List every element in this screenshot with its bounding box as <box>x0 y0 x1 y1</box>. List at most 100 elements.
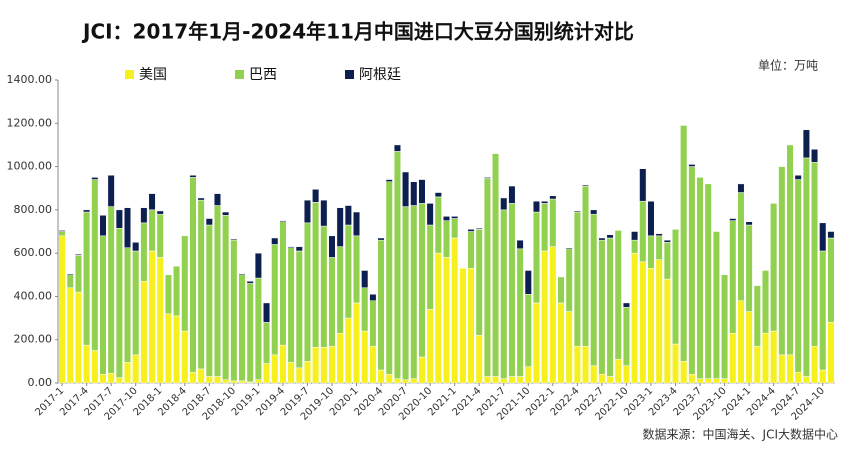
bar-segment <box>320 199 328 227</box>
bar-segment <box>91 350 99 384</box>
bar-segment <box>532 200 540 213</box>
bar-segment <box>582 185 590 347</box>
bar-segment <box>434 192 442 198</box>
bar-segment <box>246 281 254 284</box>
bar-segment <box>451 218 459 239</box>
bar-segment <box>353 235 361 304</box>
bar-segment <box>295 250 303 369</box>
bar-segment <box>573 345 581 384</box>
bar-segment <box>132 242 140 252</box>
bar-segment <box>205 224 213 377</box>
bar-segment <box>647 235 655 269</box>
bar-segment <box>99 235 107 375</box>
bar-segment <box>295 367 303 384</box>
bar-segment <box>402 379 410 384</box>
bar-segment <box>156 213 164 258</box>
bar-segment <box>573 210 581 213</box>
bar-segment <box>582 184 590 187</box>
bar-segment <box>582 345 590 384</box>
bar-segment <box>263 363 271 384</box>
bar-segment <box>745 224 753 312</box>
bar-segment <box>483 177 491 179</box>
bar-segment <box>99 374 107 384</box>
bar-segment <box>369 300 377 347</box>
bar-segment <box>213 376 222 384</box>
bar-segment <box>83 209 91 213</box>
bar-segment <box>802 129 810 159</box>
bar-segment <box>83 344 91 384</box>
bar-segment <box>328 235 336 258</box>
bar-segment <box>467 229 475 232</box>
bar-segment <box>369 345 377 384</box>
bar-segment <box>328 345 336 384</box>
bar-segment <box>344 317 352 384</box>
bar-segment <box>655 259 663 384</box>
legend-swatch <box>235 70 244 79</box>
bar-segment <box>320 347 328 384</box>
bar-segment <box>565 247 573 250</box>
bar-segment <box>770 330 778 384</box>
bar-segment <box>819 222 827 252</box>
source-note: 数据来源：中国海关、JCI大数据中心 <box>643 427 838 442</box>
chart-title: JCI：2017年1月-2024年11月中国进口大豆分国别统计对比 <box>81 20 634 44</box>
bar-segment <box>74 255 82 293</box>
bar-segment <box>132 354 140 384</box>
bar-segment <box>451 237 459 384</box>
bar-segment <box>173 265 181 317</box>
bar-segment <box>483 376 491 384</box>
y-tick-label: 0.00 <box>28 376 53 389</box>
bar-segment <box>819 369 827 384</box>
bar-segment <box>492 153 500 377</box>
bar-segment <box>426 309 434 384</box>
bar-segment <box>344 224 352 319</box>
bar-segment <box>246 283 254 383</box>
bar-segment <box>770 203 778 332</box>
bar-segment <box>91 179 99 351</box>
bar-segment <box>123 247 132 363</box>
bar-segment <box>132 250 140 356</box>
bar-segment <box>271 354 279 384</box>
bar-segment <box>271 237 279 245</box>
y-tick-label: 400.00 <box>14 289 53 302</box>
y-tick-label: 600.00 <box>14 246 53 259</box>
bar-segment <box>696 177 704 379</box>
bar-segment <box>115 228 123 378</box>
bar-segment <box>451 216 459 219</box>
bar-segment <box>516 248 524 377</box>
bar-segment <box>565 248 573 312</box>
bar-segment <box>361 330 369 384</box>
bar-segment <box>148 209 156 252</box>
bar-segment <box>287 247 295 363</box>
bar-segment <box>361 287 369 332</box>
bar-segment <box>83 211 91 346</box>
bar-segment <box>377 369 385 384</box>
bar-segment <box>263 302 271 323</box>
bar-segment <box>312 189 320 203</box>
bar-segment <box>393 151 401 379</box>
bar-segment <box>549 198 557 247</box>
bar-segment <box>688 166 696 375</box>
bar-segment <box>393 144 401 152</box>
bar-segment <box>115 377 123 384</box>
bar-segment <box>303 361 311 384</box>
bar-segment <box>761 332 770 384</box>
bar-segment <box>631 231 639 241</box>
bar-segment <box>181 235 189 332</box>
bar-segment <box>91 177 99 180</box>
bar-segment <box>140 207 148 224</box>
bar-segment <box>74 253 82 256</box>
bar-segment <box>107 206 115 374</box>
unit-label: 单位：万吨 <box>758 58 818 73</box>
bar-segment <box>516 376 524 384</box>
bar-segment <box>173 315 181 384</box>
legend-label: 阿根廷 <box>359 67 401 83</box>
bar-segment <box>737 183 745 193</box>
bar-segment <box>688 374 696 384</box>
bar-segment <box>704 378 712 384</box>
bar-segment <box>402 171 410 207</box>
bar-segment <box>614 230 622 360</box>
bar-segment <box>663 278 671 384</box>
bar-segment <box>442 216 451 221</box>
bar-segment <box>688 164 696 167</box>
bar-segment <box>598 237 606 241</box>
